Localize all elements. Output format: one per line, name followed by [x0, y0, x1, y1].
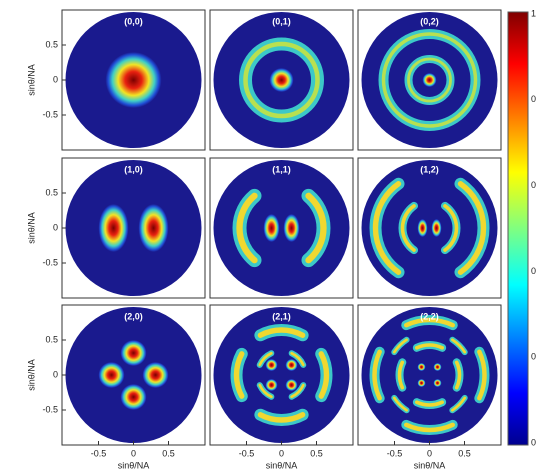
x-axis-label: sinθ/NA	[266, 460, 298, 470]
panel-title: (1,1)	[272, 164, 291, 174]
intensity-lobe	[431, 219, 442, 237]
intensity-arc-core	[236, 192, 258, 264]
intensity-lobe	[120, 340, 147, 366]
intensity-arc-core	[392, 338, 408, 354]
intensity-arc-core	[372, 181, 402, 275]
pupil-disk	[65, 307, 202, 443]
y-axis-label: sinθ/NA	[26, 212, 36, 244]
intensity-arc-core	[443, 204, 459, 252]
intensity-arc-core	[400, 204, 416, 252]
intensity-arc-core	[305, 192, 327, 264]
intensity-lobe	[285, 379, 298, 391]
intensity-arc-core	[451, 338, 467, 354]
y-tick-label: -0.5	[42, 257, 58, 267]
intensity-lobe	[422, 73, 437, 87]
x-tick-label: 0	[279, 448, 284, 458]
intensity-lobe	[263, 214, 280, 242]
panel-title: (2,2)	[420, 311, 439, 321]
panel-title: (2,1)	[272, 311, 291, 321]
colorbar-label: 0	[531, 266, 536, 276]
y-axis-label: sinθ/NA	[26, 359, 36, 391]
panel-title: (0,0)	[124, 16, 143, 26]
intensity-arc-core	[318, 351, 330, 399]
pupil-disk	[361, 160, 498, 296]
colorbar-label: 0	[531, 437, 536, 447]
intensity-arc-core	[258, 351, 273, 367]
intensity-arc-core	[454, 360, 462, 390]
intensity-arc-core	[477, 349, 487, 401]
intensity-lobe	[142, 362, 169, 388]
pupil-disk	[213, 307, 350, 443]
y-tick-label: 0	[53, 74, 58, 84]
intensity-lobe	[285, 359, 298, 371]
intensity-lobe	[417, 363, 426, 371]
intensity-lobe	[433, 379, 442, 387]
intensity-arc-core	[397, 360, 405, 390]
intensity-lobe	[433, 363, 442, 371]
intensity-lobe	[269, 68, 294, 92]
intensity-arc-core	[372, 349, 382, 401]
colorbar-label: 1	[531, 8, 536, 18]
intensity-arc-core	[257, 327, 306, 338]
intensity-ring-core	[243, 41, 320, 119]
x-tick-label: 0.5	[458, 448, 471, 458]
x-tick-label: 0.5	[310, 448, 323, 458]
y-tick-label: -0.5	[42, 109, 58, 119]
intensity-lobe	[98, 362, 125, 388]
colorbar	[507, 11, 529, 446]
intensity-arc-core	[404, 422, 455, 433]
pupil-disk	[361, 307, 498, 443]
x-tick-label: 0.5	[162, 448, 175, 458]
intensity-lobe	[265, 379, 278, 391]
intensity-arc-core	[457, 181, 487, 275]
x-tick-label: 0	[427, 448, 432, 458]
intensity-arc-core	[415, 400, 444, 407]
panel-title: (1,2)	[420, 164, 439, 174]
intensity-lobe	[417, 379, 426, 387]
intensity-lobe	[417, 219, 428, 237]
intensity-arc-core	[233, 351, 245, 399]
intensity-arc-core	[290, 383, 305, 399]
intensity-ring-core	[381, 32, 478, 128]
y-tick-label: 0.5	[45, 39, 58, 49]
y-tick-label: 0.5	[45, 334, 58, 344]
panel-title: (0,2)	[420, 16, 439, 26]
intensity-arc-core	[392, 396, 408, 412]
panel-title: (1,0)	[124, 164, 143, 174]
colorbar-label: 0	[531, 352, 536, 362]
x-tick-label: -0.5	[91, 448, 107, 458]
intensity-lobe	[265, 359, 278, 371]
intensity-ring-core	[407, 57, 452, 103]
colorbar-label: 0	[531, 94, 536, 104]
y-tick-label: 0.5	[45, 187, 58, 197]
intensity-arc-core	[451, 396, 467, 412]
intensity-lobe	[98, 204, 129, 252]
panel-title: (2,0)	[124, 311, 143, 321]
x-axis-label: sinθ/NA	[118, 460, 150, 470]
x-tick-label: 0	[131, 448, 136, 458]
intensity-lobe	[283, 214, 300, 242]
y-axis-label: sinθ/NA	[26, 64, 36, 96]
y-tick-label: 0	[53, 222, 58, 232]
x-axis-label: sinθ/NA	[414, 460, 446, 470]
intensity-arc-core	[258, 383, 273, 399]
colorbar-label: 0	[531, 180, 536, 190]
intensity-lobe	[105, 52, 162, 108]
intensity-lobe	[138, 204, 169, 252]
x-tick-label: -0.5	[239, 448, 255, 458]
pupil-disk	[65, 160, 202, 296]
intensity-arc-core	[404, 317, 455, 328]
intensity-lobe	[120, 384, 147, 410]
intensity-arc-core	[415, 343, 444, 350]
y-tick-label: 0	[53, 369, 58, 379]
x-tick-label: -0.5	[387, 448, 403, 458]
y-tick-label: -0.5	[42, 404, 58, 414]
intensity-arc-core	[290, 351, 305, 367]
panel-title: (0,1)	[272, 16, 291, 26]
intensity-arc-core	[257, 412, 306, 423]
